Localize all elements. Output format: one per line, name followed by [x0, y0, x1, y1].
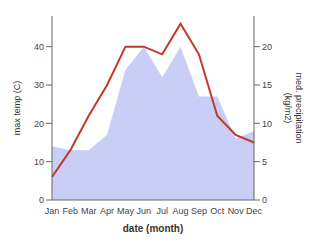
- svg-text:0: 0: [262, 195, 267, 205]
- svg-text:30: 30: [34, 80, 44, 90]
- svg-text:5: 5: [262, 157, 267, 167]
- svg-text:Sep: Sep: [191, 206, 207, 216]
- svg-text:May: May: [117, 206, 135, 216]
- svg-text:Oct: Oct: [210, 206, 225, 216]
- svg-text:Feb: Feb: [63, 206, 79, 216]
- svg-text:20: 20: [34, 119, 44, 129]
- svg-text:0: 0: [39, 195, 44, 205]
- svg-text:40: 40: [34, 42, 44, 52]
- svg-text:med. precipitation(kg/m2): med. precipitation(kg/m2): [283, 72, 304, 143]
- svg-text:10: 10: [262, 119, 272, 129]
- svg-text:max temp (C): max temp (C): [12, 81, 22, 136]
- svg-text:Mar: Mar: [81, 206, 97, 216]
- svg-text:Apr: Apr: [100, 206, 114, 216]
- svg-text:Jul: Jul: [156, 206, 168, 216]
- svg-text:Aug: Aug: [173, 206, 189, 216]
- svg-text:Jun: Jun: [137, 206, 152, 216]
- svg-text:15: 15: [262, 80, 272, 90]
- svg-text:Nov: Nov: [228, 206, 245, 216]
- svg-text:10: 10: [34, 157, 44, 167]
- svg-text:date (month): date (month): [123, 223, 184, 234]
- svg-text:20: 20: [262, 42, 272, 52]
- svg-text:Jan: Jan: [45, 206, 60, 216]
- svg-text:Dec: Dec: [246, 206, 263, 216]
